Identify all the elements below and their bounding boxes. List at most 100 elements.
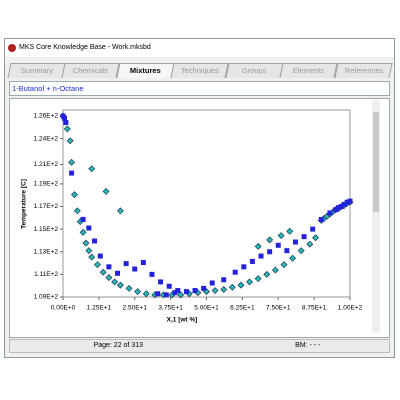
point xyxy=(192,288,198,294)
point xyxy=(85,247,93,255)
point xyxy=(97,253,103,259)
y-tick-label: 1.17E+2 xyxy=(34,203,59,210)
point xyxy=(246,278,253,286)
x-tick-label: 5.00E+1 xyxy=(194,305,219,312)
x-tick-label: 8.75E+1 xyxy=(302,305,327,312)
point xyxy=(228,283,236,291)
point xyxy=(297,247,305,255)
point xyxy=(267,249,273,255)
x-tick-label: 2.50E+1 xyxy=(123,305,148,312)
point xyxy=(115,270,121,276)
x-tick-label: 7.50E+1 xyxy=(266,305,291,312)
y-tick-label: 1.24E+2 xyxy=(34,135,59,142)
point xyxy=(271,266,279,274)
app-icon xyxy=(8,44,16,52)
status-page: Page: 22 of 313 xyxy=(93,342,143,349)
point xyxy=(284,248,290,254)
point xyxy=(292,239,298,245)
y-tick-label: 1.15E+2 xyxy=(34,226,59,233)
x-tick-label: 3.75E+1 xyxy=(158,305,183,312)
point xyxy=(263,270,271,278)
x-tick-label: 1.25E+1 xyxy=(87,305,112,312)
point xyxy=(254,275,262,283)
point xyxy=(221,277,227,283)
point xyxy=(254,242,262,250)
point xyxy=(158,279,164,285)
title-bar: MKS Core Knowledge Base - Work.mksbd xyxy=(5,39,394,57)
point xyxy=(79,228,87,236)
point xyxy=(338,204,344,209)
point xyxy=(266,236,274,244)
y-tick-label: 1.11E+2 xyxy=(34,271,58,278)
point xyxy=(69,170,75,176)
point xyxy=(336,205,342,211)
status-bar: Page: 22 of 313 BM: - - - xyxy=(9,339,390,353)
point xyxy=(111,278,119,286)
point xyxy=(175,288,181,294)
point xyxy=(333,207,339,213)
point xyxy=(116,207,124,215)
point xyxy=(71,191,78,199)
x-tick-label: 1.00E+2 xyxy=(338,305,363,312)
x-axis-title: X,1 [wt %] xyxy=(167,317,198,324)
point xyxy=(134,288,142,296)
point xyxy=(249,258,255,264)
point xyxy=(258,253,264,259)
point xyxy=(88,253,96,261)
point xyxy=(166,283,172,289)
point xyxy=(92,238,98,244)
point xyxy=(163,292,169,298)
point xyxy=(155,291,161,297)
point xyxy=(312,234,319,242)
point xyxy=(68,158,76,166)
y-tick-label: 1.19E+2 xyxy=(34,181,59,188)
scrollbar[interactable] xyxy=(372,100,380,333)
point xyxy=(82,239,90,247)
y-tick-label: 1.21E+2 xyxy=(34,161,59,168)
window-title: MKS Core Knowledge Base - Work.mksbd xyxy=(19,44,151,51)
point xyxy=(102,187,110,195)
point xyxy=(94,261,101,269)
point xyxy=(344,199,350,205)
point xyxy=(341,201,347,207)
x-tick-label: 0.00E+0 xyxy=(51,305,76,312)
point xyxy=(63,119,69,125)
point xyxy=(301,234,307,240)
point xyxy=(347,198,353,204)
selection-box[interactable]: 1-Butanol + n-Octane xyxy=(9,81,390,96)
point xyxy=(140,260,146,266)
point xyxy=(61,115,67,121)
point xyxy=(177,291,185,299)
point xyxy=(183,289,189,295)
point xyxy=(132,266,138,272)
point xyxy=(277,232,285,240)
point xyxy=(237,281,245,289)
point xyxy=(125,284,133,292)
point xyxy=(66,137,74,145)
point xyxy=(318,216,324,222)
point xyxy=(88,165,96,173)
point xyxy=(99,268,107,276)
y-axis-title: Temperature [C] xyxy=(21,179,28,229)
point xyxy=(306,240,314,248)
status-bm: BM: - - - xyxy=(295,342,321,349)
y-tick-label: 1.13E+2 xyxy=(34,248,59,255)
point xyxy=(310,226,316,232)
y-tick-label: 1.09E+2 xyxy=(34,294,59,301)
point xyxy=(286,227,294,235)
point xyxy=(172,290,178,296)
point xyxy=(289,254,297,262)
scrollbar-thumb[interactable] xyxy=(373,112,379,212)
point xyxy=(149,271,155,277)
point xyxy=(63,125,71,133)
point xyxy=(123,261,129,267)
point xyxy=(80,216,86,222)
point xyxy=(86,225,92,231)
point xyxy=(232,269,238,275)
point xyxy=(220,286,228,293)
point xyxy=(241,264,247,270)
y-tick-label: 1.26E+2 xyxy=(34,113,59,120)
point xyxy=(327,210,333,216)
